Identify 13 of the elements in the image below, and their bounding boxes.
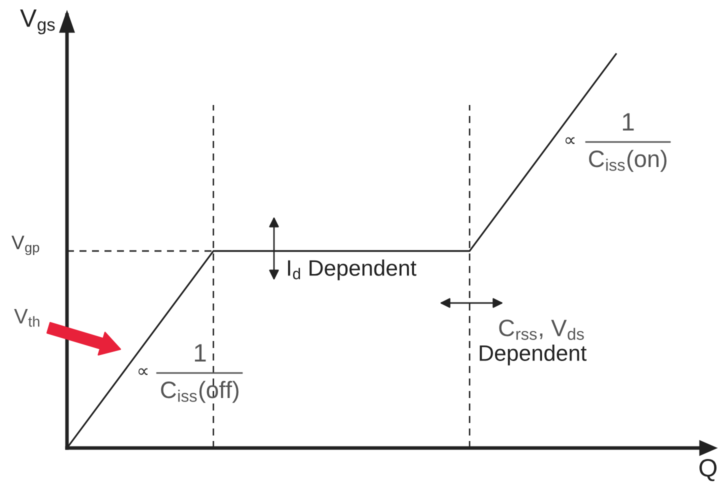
x-axis-title: Q bbox=[699, 459, 717, 482]
annotation: ∝ bbox=[565, 137, 575, 144]
annotation: C$_{rss}$, V$_{ds}$ bbox=[499, 320, 584, 340]
annotation: Dependent bbox=[480, 344, 587, 366]
y-axis-title: V$_{gs}$ bbox=[20, 10, 55, 34]
annotation: I$_{d}$ Dependent bbox=[288, 260, 416, 280]
ref-line-label: V$_{gp}$ bbox=[12, 236, 40, 256]
annotation: ∝ bbox=[138, 368, 148, 375]
annotation: 1 bbox=[622, 113, 634, 130]
annotation: C$_{iss}$(on) bbox=[589, 150, 666, 172]
text: V$_{th}$ bbox=[14, 309, 40, 327]
annotation: C$_{iss}$(off) bbox=[161, 380, 238, 403]
annotation: 1 bbox=[194, 344, 206, 362]
